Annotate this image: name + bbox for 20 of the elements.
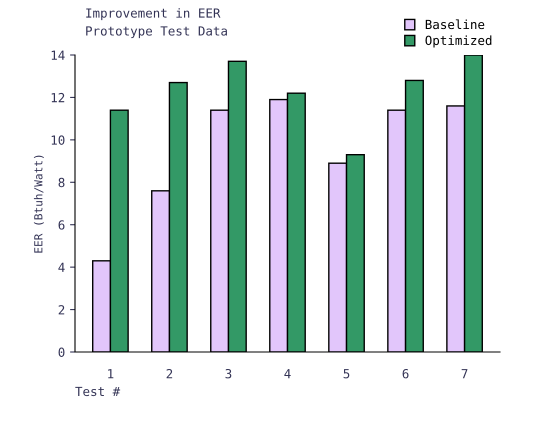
x-tick-label: 5 — [344, 369, 350, 378]
y-tick-label: 0 — [58, 348, 64, 357]
x-tick-label: 2 — [166, 368, 172, 378]
y-tick-label: 8 — [58, 178, 64, 188]
x-tick-label: 1 — [108, 369, 114, 378]
legend-label: Optimized — [425, 35, 492, 48]
x-tick-label: 7 — [462, 369, 468, 378]
y-tick-label: 2 — [58, 305, 64, 314]
x-tick-label: 6 — [402, 368, 409, 378]
x-tick-label: 4 — [284, 369, 291, 378]
y-tick-label: 4 — [58, 262, 65, 272]
y-tick-label: 6 — [58, 220, 64, 230]
y-tick-label: 14 — [52, 50, 65, 60]
x-tick-label: 3 — [226, 368, 232, 378]
legend-label: Baseline — [426, 19, 484, 30]
y-tick-label: 10 — [52, 135, 64, 145]
y-tick-label: 12 — [52, 92, 64, 102]
y-axis-title: EER (Btuh/Watt) — [34, 156, 44, 253]
chart-title: Improvement in EER Prototype Test Data — [86, 8, 227, 38]
x-axis-title: Test # — [75, 386, 120, 396]
